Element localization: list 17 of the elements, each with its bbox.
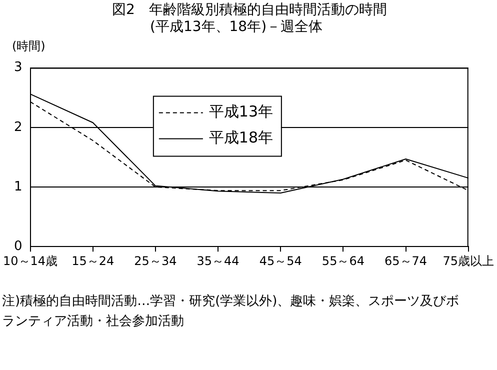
y-tick-label: 0	[14, 238, 22, 254]
text: 注)積極的自由時間活動…学習・研究(学業以外)、趣味・娯楽、スポーツ及びボランティア活動・社会参加活動	[2, 293, 460, 331]
x-tick-label: 35～44	[196, 254, 240, 268]
x-tick-label: 55～64	[322, 254, 364, 268]
y-tick-label: 3	[14, 60, 22, 76]
x-tick-label: 45～54	[259, 254, 302, 268]
x-tick-label: 25～34	[134, 254, 177, 268]
x-tick-label: 75歳以上	[442, 254, 494, 268]
chart-title: 図2 年齢階級別積極的自由時間活動の時間(平成13年、18年)－週全体	[112, 2, 388, 36]
y-tick-label: 2	[14, 120, 22, 135]
x-tick-label: 10～14歳	[2, 254, 58, 268]
legend-label: 平成13年	[208, 102, 274, 121]
legend-label: 平成18年	[208, 128, 274, 147]
x-tick-label: 65～74	[384, 254, 428, 268]
x-tick-label: 15～24	[72, 254, 114, 268]
y-tick-label: 1	[14, 179, 22, 194]
y-axis-title: (時間)	[12, 38, 46, 55]
